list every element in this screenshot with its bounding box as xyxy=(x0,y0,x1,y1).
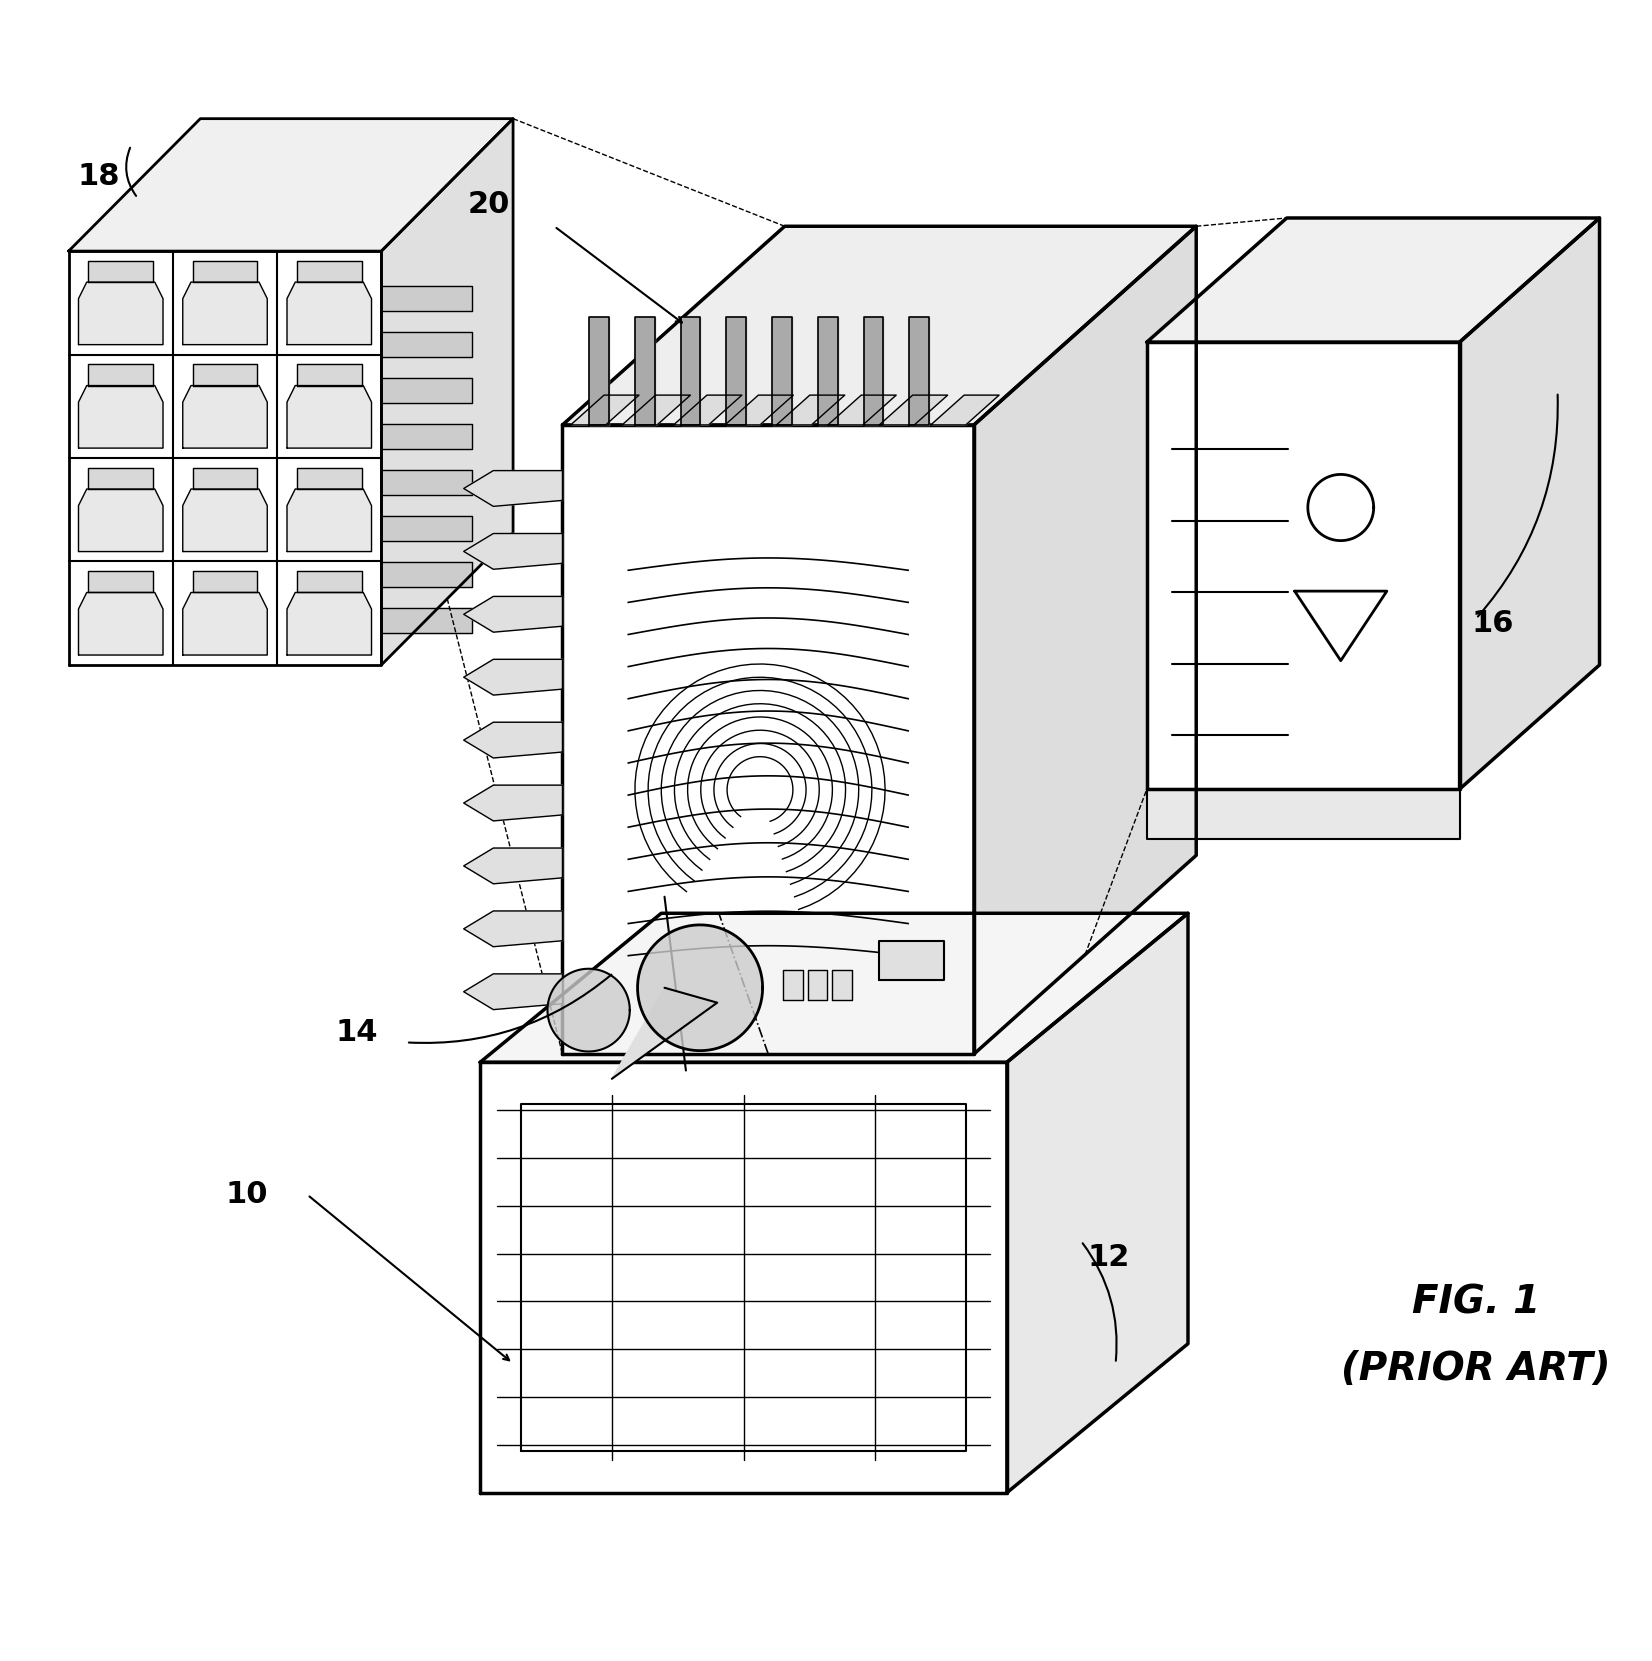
Polygon shape xyxy=(975,226,1196,1055)
Polygon shape xyxy=(833,970,852,1000)
Polygon shape xyxy=(464,786,562,821)
Polygon shape xyxy=(674,395,742,425)
Polygon shape xyxy=(297,468,362,488)
Polygon shape xyxy=(481,914,1188,1063)
Text: 14: 14 xyxy=(335,1018,378,1046)
Polygon shape xyxy=(818,317,838,425)
Polygon shape xyxy=(464,973,562,1010)
Polygon shape xyxy=(547,968,629,1051)
Polygon shape xyxy=(771,317,791,425)
Polygon shape xyxy=(382,332,472,357)
Polygon shape xyxy=(464,659,562,694)
Polygon shape xyxy=(297,261,362,282)
Polygon shape xyxy=(183,282,268,344)
Polygon shape xyxy=(382,608,472,633)
Polygon shape xyxy=(69,118,514,251)
Text: 12: 12 xyxy=(1087,1242,1130,1272)
Polygon shape xyxy=(783,970,803,1000)
Polygon shape xyxy=(287,385,372,448)
Text: 10: 10 xyxy=(225,1181,268,1209)
Polygon shape xyxy=(382,286,472,311)
Polygon shape xyxy=(1008,914,1188,1493)
Polygon shape xyxy=(864,317,884,425)
Polygon shape xyxy=(183,593,268,654)
Polygon shape xyxy=(1146,789,1460,839)
Polygon shape xyxy=(287,488,372,551)
Polygon shape xyxy=(79,593,164,654)
Polygon shape xyxy=(183,385,268,448)
Polygon shape xyxy=(464,596,562,633)
Polygon shape xyxy=(88,468,154,488)
Polygon shape xyxy=(193,468,258,488)
Polygon shape xyxy=(727,317,747,425)
Polygon shape xyxy=(634,317,654,425)
Polygon shape xyxy=(879,395,948,425)
Polygon shape xyxy=(570,395,639,425)
Polygon shape xyxy=(79,385,164,448)
Polygon shape xyxy=(79,282,164,344)
Polygon shape xyxy=(638,925,763,1051)
Polygon shape xyxy=(88,364,154,385)
Polygon shape xyxy=(297,364,362,385)
Polygon shape xyxy=(382,517,472,541)
Polygon shape xyxy=(681,317,700,425)
Polygon shape xyxy=(287,282,372,344)
Polygon shape xyxy=(193,571,258,593)
Polygon shape xyxy=(382,470,472,495)
Polygon shape xyxy=(1460,218,1599,789)
Polygon shape xyxy=(725,395,793,425)
Polygon shape xyxy=(1146,218,1599,342)
Text: 20: 20 xyxy=(468,191,509,219)
Polygon shape xyxy=(69,251,382,664)
Polygon shape xyxy=(88,571,154,593)
Polygon shape xyxy=(590,317,610,425)
Polygon shape xyxy=(382,118,514,664)
Polygon shape xyxy=(464,723,562,757)
Polygon shape xyxy=(382,379,472,404)
Polygon shape xyxy=(183,488,268,551)
Polygon shape xyxy=(193,261,258,282)
Text: 18: 18 xyxy=(78,163,119,191)
Polygon shape xyxy=(79,488,164,551)
Polygon shape xyxy=(382,561,472,586)
Polygon shape xyxy=(193,364,258,385)
Polygon shape xyxy=(1295,591,1386,661)
Polygon shape xyxy=(562,226,1196,425)
Polygon shape xyxy=(611,988,717,1078)
Polygon shape xyxy=(464,470,562,507)
Polygon shape xyxy=(297,571,362,593)
Text: 16: 16 xyxy=(1472,610,1513,638)
Polygon shape xyxy=(808,970,828,1000)
Polygon shape xyxy=(88,261,154,282)
Text: (PRIOR ART): (PRIOR ART) xyxy=(1341,1349,1611,1387)
Polygon shape xyxy=(623,395,691,425)
Text: FIG. 1: FIG. 1 xyxy=(1412,1284,1540,1320)
Polygon shape xyxy=(909,317,928,425)
Polygon shape xyxy=(828,395,897,425)
Polygon shape xyxy=(481,1063,1008,1493)
Polygon shape xyxy=(464,533,562,570)
Polygon shape xyxy=(382,424,472,448)
Polygon shape xyxy=(464,849,562,884)
Polygon shape xyxy=(562,425,975,1055)
Polygon shape xyxy=(776,395,844,425)
Polygon shape xyxy=(879,940,945,980)
Polygon shape xyxy=(1146,342,1460,789)
Polygon shape xyxy=(464,910,562,947)
Polygon shape xyxy=(287,593,372,654)
Polygon shape xyxy=(930,395,999,425)
